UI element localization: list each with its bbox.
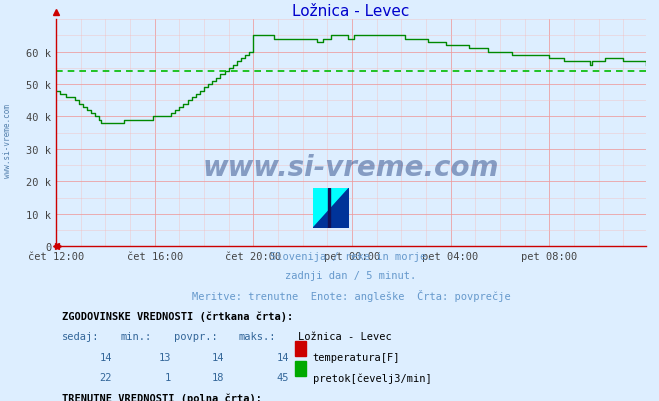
Bar: [295, 362, 306, 376]
Text: TRENUTNE VREDNOSTI (polna črta):: TRENUTNE VREDNOSTI (polna črta):: [62, 393, 262, 401]
Text: Meritve: trenutne  Enote: angleške  Črta: povprečje: Meritve: trenutne Enote: angleške Črta: …: [192, 289, 510, 301]
Text: 1: 1: [165, 373, 171, 383]
Text: pretok[čevelj3/min]: pretok[čevelj3/min]: [312, 373, 432, 383]
Text: zadnji dan / 5 minut.: zadnji dan / 5 minut.: [285, 270, 416, 280]
Text: 18: 18: [212, 373, 224, 383]
Text: min.:: min.:: [121, 332, 152, 342]
Text: 45: 45: [277, 373, 289, 383]
Text: www.si-vreme.com: www.si-vreme.com: [203, 154, 499, 181]
Text: 14: 14: [100, 352, 112, 362]
Text: 22: 22: [100, 373, 112, 383]
Polygon shape: [313, 188, 349, 229]
Text: Ložnica - Levec: Ložnica - Levec: [298, 332, 391, 342]
Text: ZGODOVINSKE VREDNOSTI (črtkana črta):: ZGODOVINSKE VREDNOSTI (črtkana črta):: [62, 311, 293, 322]
Text: 14: 14: [277, 352, 289, 362]
Text: sedaj:: sedaj:: [62, 332, 100, 342]
Text: www.si-vreme.com: www.si-vreme.com: [3, 103, 13, 177]
Text: povpr.:: povpr.:: [174, 332, 217, 342]
Text: 13: 13: [159, 352, 171, 362]
Text: 14: 14: [212, 352, 224, 362]
Text: temperatura[F]: temperatura[F]: [312, 352, 400, 362]
Text: Slovenija / reke in morje.: Slovenija / reke in morje.: [270, 251, 432, 261]
Text: maks.:: maks.:: [239, 332, 276, 342]
Bar: [295, 341, 306, 356]
Polygon shape: [313, 188, 349, 229]
Title: Ložnica - Levec: Ložnica - Levec: [292, 4, 410, 19]
Polygon shape: [328, 188, 330, 229]
